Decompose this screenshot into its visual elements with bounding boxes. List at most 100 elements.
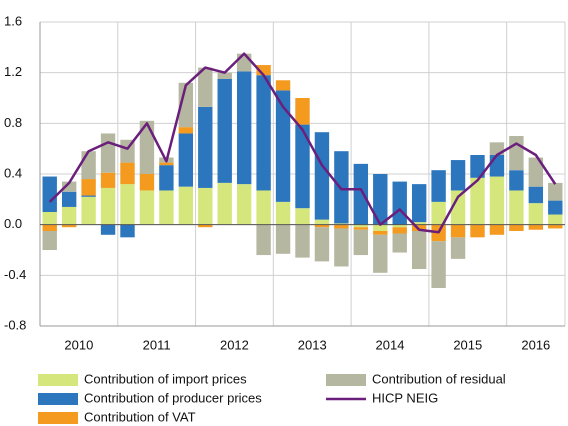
- bar-segment: [256, 224, 271, 256]
- bar-segment: [61, 206, 77, 225]
- x-year-label: 2012: [220, 337, 249, 352]
- bar-segment: [295, 98, 310, 125]
- bar-segment: [81, 195, 96, 197]
- y-tick-label: 0.8: [4, 115, 22, 130]
- bar-segment: [528, 157, 544, 187]
- bar-segment: [198, 224, 213, 228]
- bar-segment: [295, 124, 310, 209]
- bar-segment: [314, 224, 330, 228]
- bar-segment: [100, 187, 116, 225]
- bar-segment: [42, 224, 57, 231]
- x-year-label: 2016: [521, 337, 550, 352]
- bar-segment: [139, 174, 155, 191]
- bar-segment: [470, 155, 485, 178]
- bar-segment: [100, 172, 116, 188]
- bar-segment: [392, 224, 407, 228]
- bar-segment: [431, 201, 446, 225]
- bar-segment: [178, 82, 194, 128]
- x-year-label: 2010: [64, 337, 93, 352]
- y-tick-label: 0.4: [4, 165, 22, 180]
- bar-segment: [470, 224, 485, 238]
- bar-segment: [139, 120, 155, 174]
- bar-segment: [509, 170, 524, 191]
- bar-segment: [236, 184, 252, 225]
- legend-swatch: [326, 374, 366, 386]
- bar-segment: [353, 227, 369, 230]
- bar-segment: [450, 190, 466, 225]
- bar-segment: [275, 80, 291, 91]
- bar-segment: [450, 160, 466, 191]
- bar-segment: [373, 231, 388, 235]
- bar-segment: [411, 222, 427, 225]
- bar-segment: [61, 224, 77, 228]
- bar-segment: [353, 229, 369, 256]
- bar-segment: [100, 133, 116, 173]
- bar-segment: [411, 224, 427, 231]
- x-year-label: 2014: [376, 337, 405, 352]
- bar-segment: [373, 234, 388, 273]
- bar-segment: [198, 187, 213, 225]
- bar-segment: [450, 237, 466, 259]
- bar-segment: [295, 224, 310, 258]
- bar-segment: [392, 233, 407, 253]
- legend-swatch: [38, 412, 78, 424]
- bar-segment: [373, 224, 388, 231]
- bar-segment: [489, 176, 505, 225]
- bar-segment: [236, 71, 252, 185]
- bar-segment: [450, 224, 466, 238]
- bar-segment: [314, 132, 330, 220]
- legend-swatch: [38, 374, 78, 386]
- legend-label: Contribution of residual: [372, 371, 506, 386]
- bar-segment: [275, 224, 291, 254]
- bar-segment: [470, 177, 485, 225]
- bar-segment: [81, 196, 96, 225]
- y-tick-label: -0.8: [4, 317, 26, 332]
- bar-segment: [256, 75, 271, 191]
- bar-segment: [198, 106, 213, 188]
- bar-segment: [42, 212, 57, 225]
- legend-label: HICP NEIG: [372, 390, 438, 405]
- bar-segment: [217, 79, 232, 183]
- bar-segment: [373, 174, 388, 225]
- bar-segment: [217, 182, 232, 225]
- bar-segment: [411, 184, 427, 223]
- bar-segment: [198, 67, 213, 107]
- bar-segment: [256, 190, 271, 225]
- bar-segment: [159, 165, 174, 191]
- bar-segment: [528, 186, 544, 204]
- bar-segment: [489, 224, 505, 235]
- bar-segment: [314, 219, 330, 225]
- bar-segment: [295, 208, 310, 225]
- bar-segment: [353, 224, 369, 228]
- bar-segment: [159, 190, 174, 225]
- bar-segment: [178, 133, 194, 187]
- bar-segment: [509, 136, 524, 171]
- bar-segment: [334, 223, 349, 225]
- legend-label: Contribution of import prices: [84, 371, 247, 386]
- y-tick-label: -0.4: [4, 267, 26, 282]
- bar-segment: [548, 182, 563, 201]
- bar-segment: [411, 231, 427, 269]
- bar-segment: [548, 200, 563, 215]
- bar-segment: [334, 224, 349, 229]
- y-tick-label: 0.0: [4, 216, 22, 231]
- y-tick-label: 1.2: [4, 64, 22, 79]
- bar-segment: [217, 72, 232, 79]
- bar-segment: [120, 184, 135, 225]
- bar-segment: [120, 162, 135, 185]
- bar-segment: [314, 227, 330, 262]
- bar-segment: [178, 127, 194, 134]
- bar-segment: [334, 228, 349, 267]
- bar-segment: [275, 90, 291, 202]
- bar-segment: [61, 191, 77, 207]
- bar-segment: [489, 155, 505, 177]
- bar-segment: [61, 181, 77, 192]
- bar-segment: [42, 231, 57, 250]
- bar-segment: [81, 179, 96, 196]
- bar-segment: [81, 151, 96, 180]
- bar-segment: [392, 227, 407, 234]
- x-year-label: 2013: [298, 337, 327, 352]
- bar-segment: [548, 224, 563, 229]
- bar-segment: [42, 176, 57, 212]
